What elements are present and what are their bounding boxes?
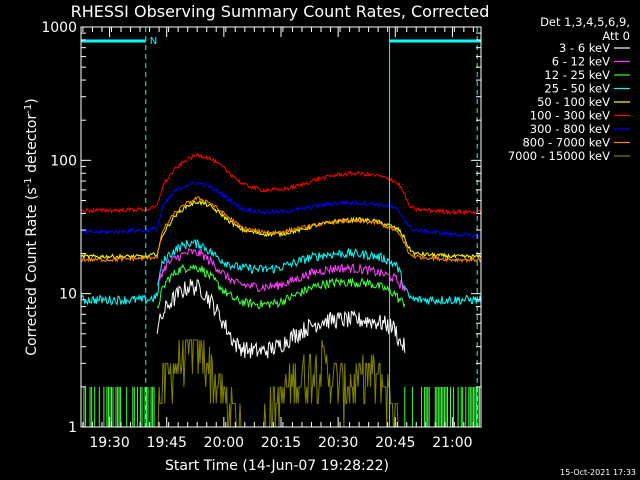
series-12-25-kev-low-counts-2 bbox=[404, 386, 480, 427]
x-tick-label: 20:00 bbox=[204, 435, 244, 451]
series-line-12-25-kev bbox=[156, 263, 406, 310]
y-axis-label: Corrected Count Rate (s-1 detector-1) bbox=[23, 98, 40, 355]
series-line-100-300-kev bbox=[80, 152, 482, 216]
legend-label: 6 - 12 keV bbox=[552, 55, 610, 69]
series-line-300-800-kev bbox=[80, 181, 482, 239]
legend-label: 50 - 100 keV bbox=[537, 95, 610, 109]
series-line-800-7000-kev bbox=[80, 196, 482, 264]
legend-label: 25 - 50 keV bbox=[544, 82, 610, 96]
legend-label: 7000 - 15000 keV bbox=[508, 149, 610, 163]
legend-label: 12 - 25 keV bbox=[544, 68, 610, 82]
y-axis-label-end: ) bbox=[24, 98, 40, 103]
x-tick-label: 21:00 bbox=[432, 435, 472, 451]
y-axis-label-mid: detector bbox=[24, 114, 40, 178]
legend-label: 300 - 800 keV bbox=[530, 122, 610, 136]
y-axis-label-main: Corrected Count Rate (s bbox=[24, 187, 40, 355]
y-tick-label: 1000 bbox=[41, 20, 77, 36]
x-axis-label: Start Time (14-Jun-07 19:28:22) bbox=[165, 458, 389, 474]
chart-title: RHESSI Observing Summary Count Rates, Co… bbox=[71, 2, 490, 21]
x-tick-label: 20:30 bbox=[318, 435, 358, 451]
x-tick-label: 20:45 bbox=[375, 435, 415, 451]
y-tick-label: 100 bbox=[50, 153, 77, 169]
legend-label: 800 - 7000 keV bbox=[522, 136, 610, 150]
legend-label: 100 - 300 keV bbox=[530, 109, 610, 123]
x-tick-label: 19:45 bbox=[147, 435, 187, 451]
legend-label: 3 - 6 keV bbox=[559, 41, 610, 55]
y-axis-label-sup1: -1 bbox=[23, 177, 34, 187]
x-tick-label: 20:15 bbox=[261, 435, 301, 451]
series-line-3-6-kev bbox=[156, 279, 406, 359]
series-layer bbox=[80, 152, 482, 428]
series-line-6-12-kev bbox=[156, 247, 406, 292]
x-tick-label: 19:30 bbox=[89, 435, 129, 451]
legend-header-line1: Det 1,3,4,5,6,9, bbox=[540, 15, 630, 29]
night-marker-label: N bbox=[150, 36, 157, 47]
legend-header-line2: Att 0 bbox=[602, 29, 630, 43]
y-tick-label: 10 bbox=[59, 287, 77, 303]
generation-timestamp: 15-Oct-2021 17:33 bbox=[560, 468, 636, 477]
y-tick-label: 1 bbox=[68, 420, 77, 436]
y-axis-label-sup2: -1 bbox=[23, 104, 34, 114]
series-line-25-50-kev bbox=[80, 239, 482, 306]
ticks-layer: 19:30 19:45 20:00 20:15 20:30 20:45 21:00 1 10 10… bbox=[41, 20, 481, 451]
